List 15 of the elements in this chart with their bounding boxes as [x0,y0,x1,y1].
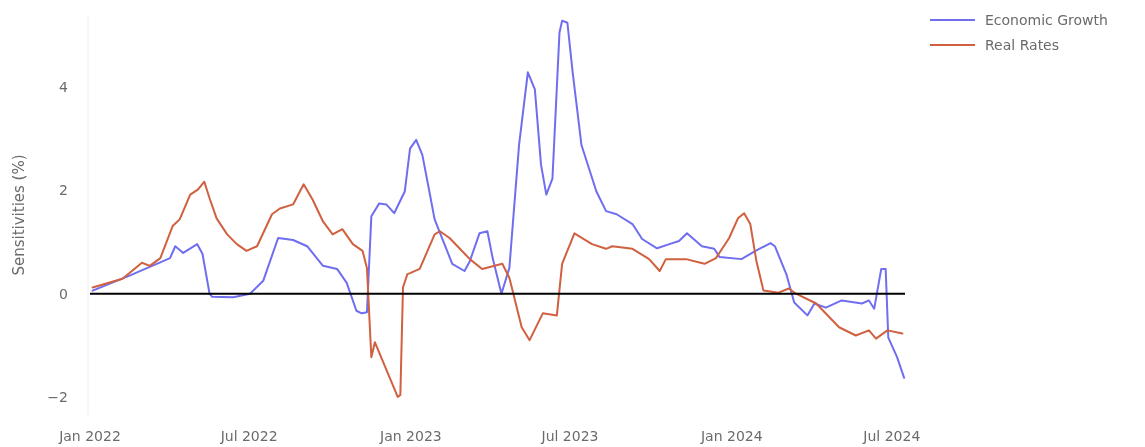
line-series [91,180,904,398]
x-tick-label: Jan 2022 [58,428,121,444]
legend-label: Economic Growth [985,11,1108,28]
legend-label: Real Rates [985,36,1060,53]
x-tick-label: Jul 2024 [862,428,921,444]
x-tick-label: Jul 2022 [219,428,278,444]
y-tick-label: 4 [59,79,69,96]
y-axis-title: Sensitivities (%) [10,154,28,276]
line-series [91,19,906,379]
x-tick-label: Jul 2023 [540,428,599,444]
x-tick-label: Jan 2023 [379,428,442,444]
x-tick-label: Jan 2024 [699,428,763,444]
y-tick-label: 2 [59,182,68,199]
y-tick-label: 0 [59,285,68,302]
y-tick-label: −2 [47,388,68,405]
